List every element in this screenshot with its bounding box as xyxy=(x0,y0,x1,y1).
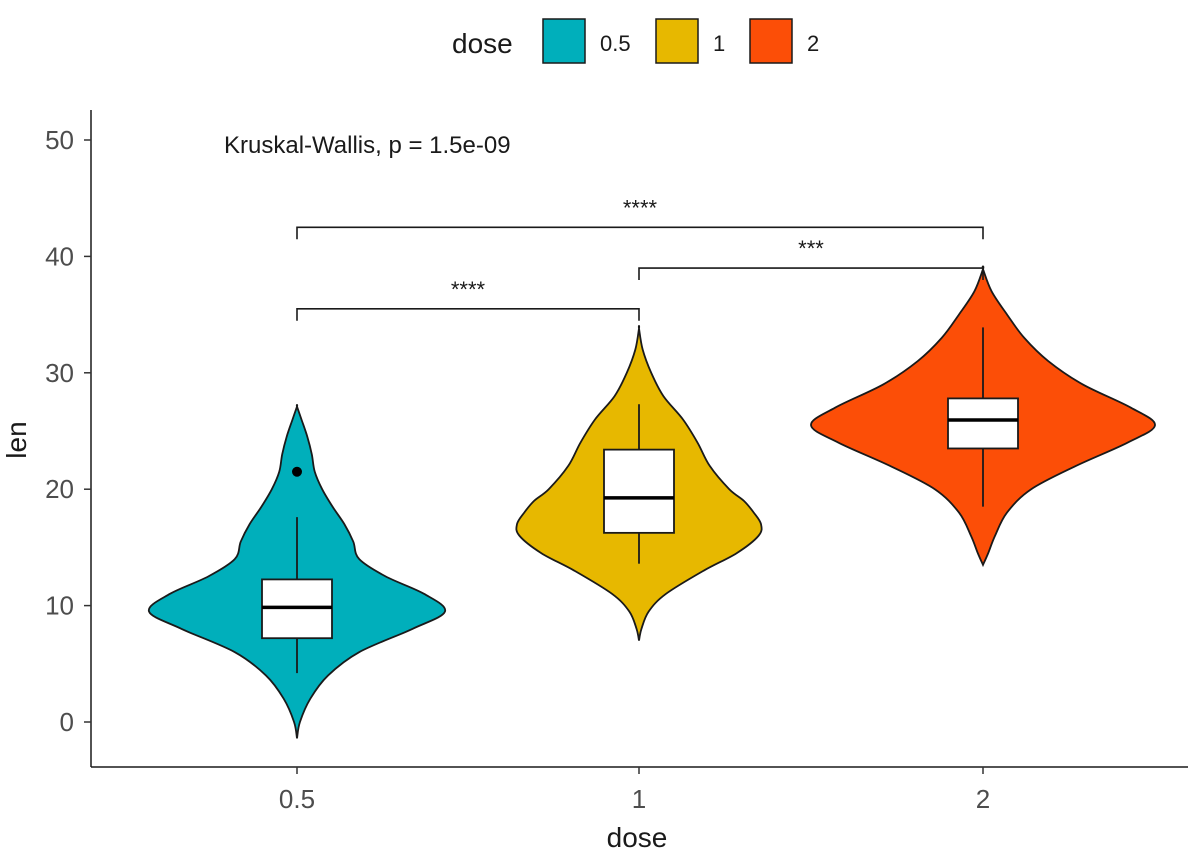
significance-brackets: *********** xyxy=(296,195,984,321)
legend-swatch-2 xyxy=(749,18,793,64)
bracket-1-2 xyxy=(638,267,984,281)
y-tick-label: 40 xyxy=(45,241,74,271)
legend-label-0.5: 0.5 xyxy=(600,31,631,56)
bracket-0.5-2 xyxy=(296,226,984,240)
bracket-0.5-1 xyxy=(296,307,640,321)
x-axis-title: dose xyxy=(607,822,668,853)
legend-swatch-0.5 xyxy=(542,18,586,64)
x-tick-label: 1 xyxy=(632,784,646,814)
y-tick-label: 30 xyxy=(45,358,74,388)
legend-label-1: 1 xyxy=(713,31,725,56)
x-tick-label: 2 xyxy=(976,784,990,814)
y-tick-label: 50 xyxy=(45,125,74,155)
box-2 xyxy=(947,397,1019,450)
outlier-point xyxy=(292,466,302,477)
legend: dose 0.5 1 2 xyxy=(452,18,819,64)
box-1 xyxy=(603,448,675,534)
y-tick-label: 20 xyxy=(45,474,74,504)
x-ticks: 0.5 1 2 xyxy=(279,767,990,814)
significance-label: **** xyxy=(451,277,486,302)
x-tick-label: 0.5 xyxy=(279,784,315,814)
boxplots xyxy=(261,327,1019,674)
y-tick-label: 0 xyxy=(60,707,74,737)
significance-label: *** xyxy=(798,236,824,261)
legend-title: dose xyxy=(452,28,513,59)
significance-label: **** xyxy=(623,195,658,220)
y-ticks: 0 10 20 30 40 50 xyxy=(45,125,91,737)
y-tick-label: 10 xyxy=(45,591,74,621)
legend-label-2: 2 xyxy=(807,31,819,56)
legend-swatch-1 xyxy=(655,18,699,64)
kruskal-wallis-annotation: Kruskal-Wallis, p = 1.5e-09 xyxy=(224,132,511,159)
y-axis-title: len xyxy=(1,421,32,458)
